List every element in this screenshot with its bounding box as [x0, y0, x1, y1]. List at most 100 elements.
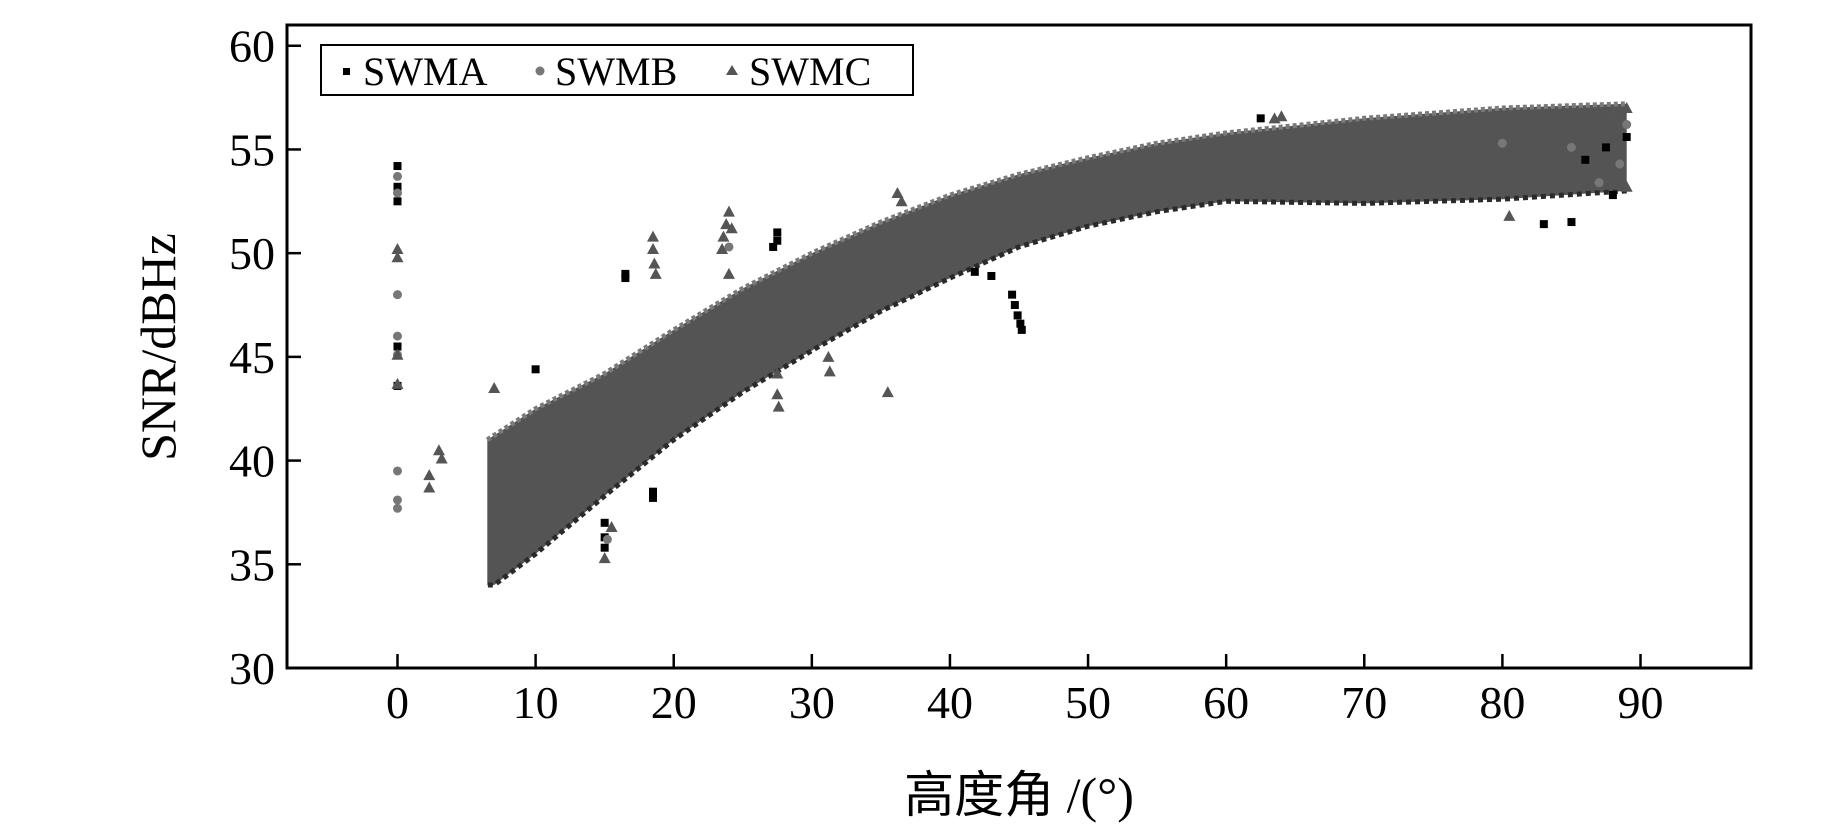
x-tick-label: 30 — [789, 677, 835, 728]
x-tick-label: 0 — [386, 677, 409, 728]
data-point-swmc — [1606, 106, 1619, 118]
data-point-swmb — [1594, 178, 1604, 188]
legend: SWMA SWMB SWMC — [320, 44, 914, 96]
data-point-swmc — [391, 377, 404, 389]
data-point-swmb — [392, 495, 402, 505]
data-point-swmb — [392, 171, 402, 181]
data-point-swmb — [1615, 159, 1625, 169]
x-tick-label: 10 — [513, 677, 559, 728]
data-point-swmc — [647, 243, 659, 255]
legend-label-swmb: SWMB — [555, 49, 677, 94]
y-tick-label: 40 — [229, 436, 275, 487]
data-point-swmb — [392, 188, 402, 198]
data-point-swma — [987, 271, 996, 280]
data-point-swmb — [1622, 120, 1632, 130]
data-point-swmc — [717, 230, 730, 242]
data-point-swmc — [722, 205, 735, 217]
data-point-swmc — [822, 350, 835, 362]
data-point-swmb — [1566, 142, 1576, 152]
legend-box — [320, 44, 914, 96]
x-tick-label: 60 — [1203, 677, 1249, 728]
data-point-swmc — [423, 469, 436, 481]
data-point-swma — [621, 269, 630, 278]
x-tick-label: 90 — [1618, 677, 1664, 728]
legend-marker-swma — [343, 68, 350, 75]
data-point-swma — [1601, 143, 1610, 152]
data-point-swmb — [392, 290, 402, 300]
data-point-swma — [531, 365, 540, 374]
data-point-swma — [600, 543, 609, 552]
data-point-swmc — [720, 218, 733, 230]
data-point-swma — [621, 274, 630, 283]
x-axis-title: 高度角 /(°) — [904, 767, 1134, 823]
data-point-swma — [393, 342, 402, 351]
data-point-swma — [773, 236, 782, 245]
data-point-swmb — [392, 331, 402, 341]
data-point-swma — [1256, 114, 1265, 123]
data-point-swmb — [724, 242, 734, 252]
data-point-swma — [769, 242, 778, 251]
data-point-swmb — [392, 466, 402, 476]
data-point-swma — [1622, 133, 1631, 142]
y-tick-label: 45 — [229, 332, 275, 383]
data-point-swma — [1017, 325, 1026, 334]
y-axis: 30 35 40 45 50 55 60 — [229, 21, 301, 694]
legend-label-swmc: SWMC — [749, 49, 871, 94]
x-tick-label: 70 — [1341, 677, 1387, 728]
data-point-swmc — [772, 400, 785, 412]
legend-marker-swmc — [726, 65, 738, 75]
data-band — [487, 103, 1627, 586]
data-point-swmc — [488, 381, 501, 393]
y-axis-title: SNR/dBHz — [130, 233, 186, 461]
x-axis: 0 10 20 30 40 50 60 70 80 90 — [386, 654, 1664, 728]
data-point-swma — [649, 493, 657, 502]
data-point-swma — [649, 487, 657, 496]
data-point-swmc — [432, 444, 445, 456]
data-point-swmc — [823, 365, 836, 377]
data-point-swmc — [435, 452, 448, 464]
data-point-swmc — [391, 243, 404, 255]
y-tick-label: 55 — [229, 124, 275, 175]
data-point-swma — [1010, 301, 1019, 310]
data-point-swmc — [881, 386, 894, 398]
data-point-swma — [393, 162, 402, 171]
data-point-swma — [1581, 155, 1590, 164]
data-point-swmc — [605, 520, 618, 532]
data-point-swmc — [771, 367, 784, 379]
data-point-swmc — [391, 251, 404, 263]
x-tick-label: 80 — [1479, 677, 1525, 728]
data-point-swmc — [716, 243, 729, 255]
data-point-swmc — [722, 267, 735, 279]
data-point-swmc — [1503, 209, 1516, 221]
y-tick-label: 30 — [229, 643, 275, 694]
legend-marker-swmb — [535, 66, 545, 76]
y-tick-label: 50 — [229, 228, 275, 279]
data-point-swma — [1539, 220, 1548, 229]
data-point-swmc — [725, 222, 738, 234]
data-point-swma — [1608, 191, 1617, 200]
data-point-swma — [393, 182, 402, 191]
data-band-upper-edge — [485, 101, 1627, 442]
data-point-swmc — [891, 187, 904, 199]
data-point-swmc — [1606, 178, 1619, 190]
legend-label-swma: SWMA — [363, 49, 488, 94]
data-point-swmc — [391, 348, 404, 360]
data-point-swmc — [1620, 180, 1633, 192]
data-point-swma — [970, 267, 979, 276]
y-tick-label: 35 — [229, 539, 275, 590]
plot-frame — [285, 23, 1753, 670]
data-point-swma — [393, 197, 402, 206]
x-tick-label: 50 — [1065, 677, 1111, 728]
data-point-swmb — [1497, 138, 1507, 148]
data-point-swmc — [423, 481, 436, 493]
y-tick-label: 60 — [229, 21, 275, 72]
data-point-swmb — [602, 534, 612, 544]
data-point-swmc — [1620, 101, 1633, 113]
x-tick-label: 40 — [927, 677, 973, 728]
data-point-swmc — [771, 388, 784, 400]
data-point-swmb — [392, 503, 402, 513]
data-point-swma — [1008, 290, 1017, 299]
data-point-swmc — [649, 267, 662, 279]
